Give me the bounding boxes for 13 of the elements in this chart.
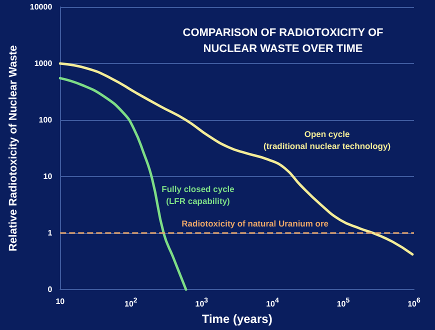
y-tick-label: 10 xyxy=(43,172,53,182)
ref-line-label: Radiotoxicity of natural Uranium ore xyxy=(182,218,329,229)
x-axis-title: Time (years) xyxy=(202,312,272,326)
series-label: Open cycle (traditional nuclear technology) xyxy=(263,129,391,151)
y-tick-label: 10000 xyxy=(30,2,53,12)
y-axis-title: Relative Radiotoxicity of Nuclear Waste xyxy=(8,45,20,252)
series-label: Fully closed cycle (LFR capability) xyxy=(162,184,235,206)
y-tick-label: 1 xyxy=(48,228,53,238)
y-tick-label: 0 xyxy=(48,285,53,294)
text: COMPARISON OF RADIOTOXICITY OF NUCLEAR WASTE OVER TIME xyxy=(182,27,384,55)
x-tick-label: 10 xyxy=(56,297,66,306)
y-tick-label: 1000 xyxy=(34,59,53,68)
y-tick-label: 100 xyxy=(38,116,53,125)
